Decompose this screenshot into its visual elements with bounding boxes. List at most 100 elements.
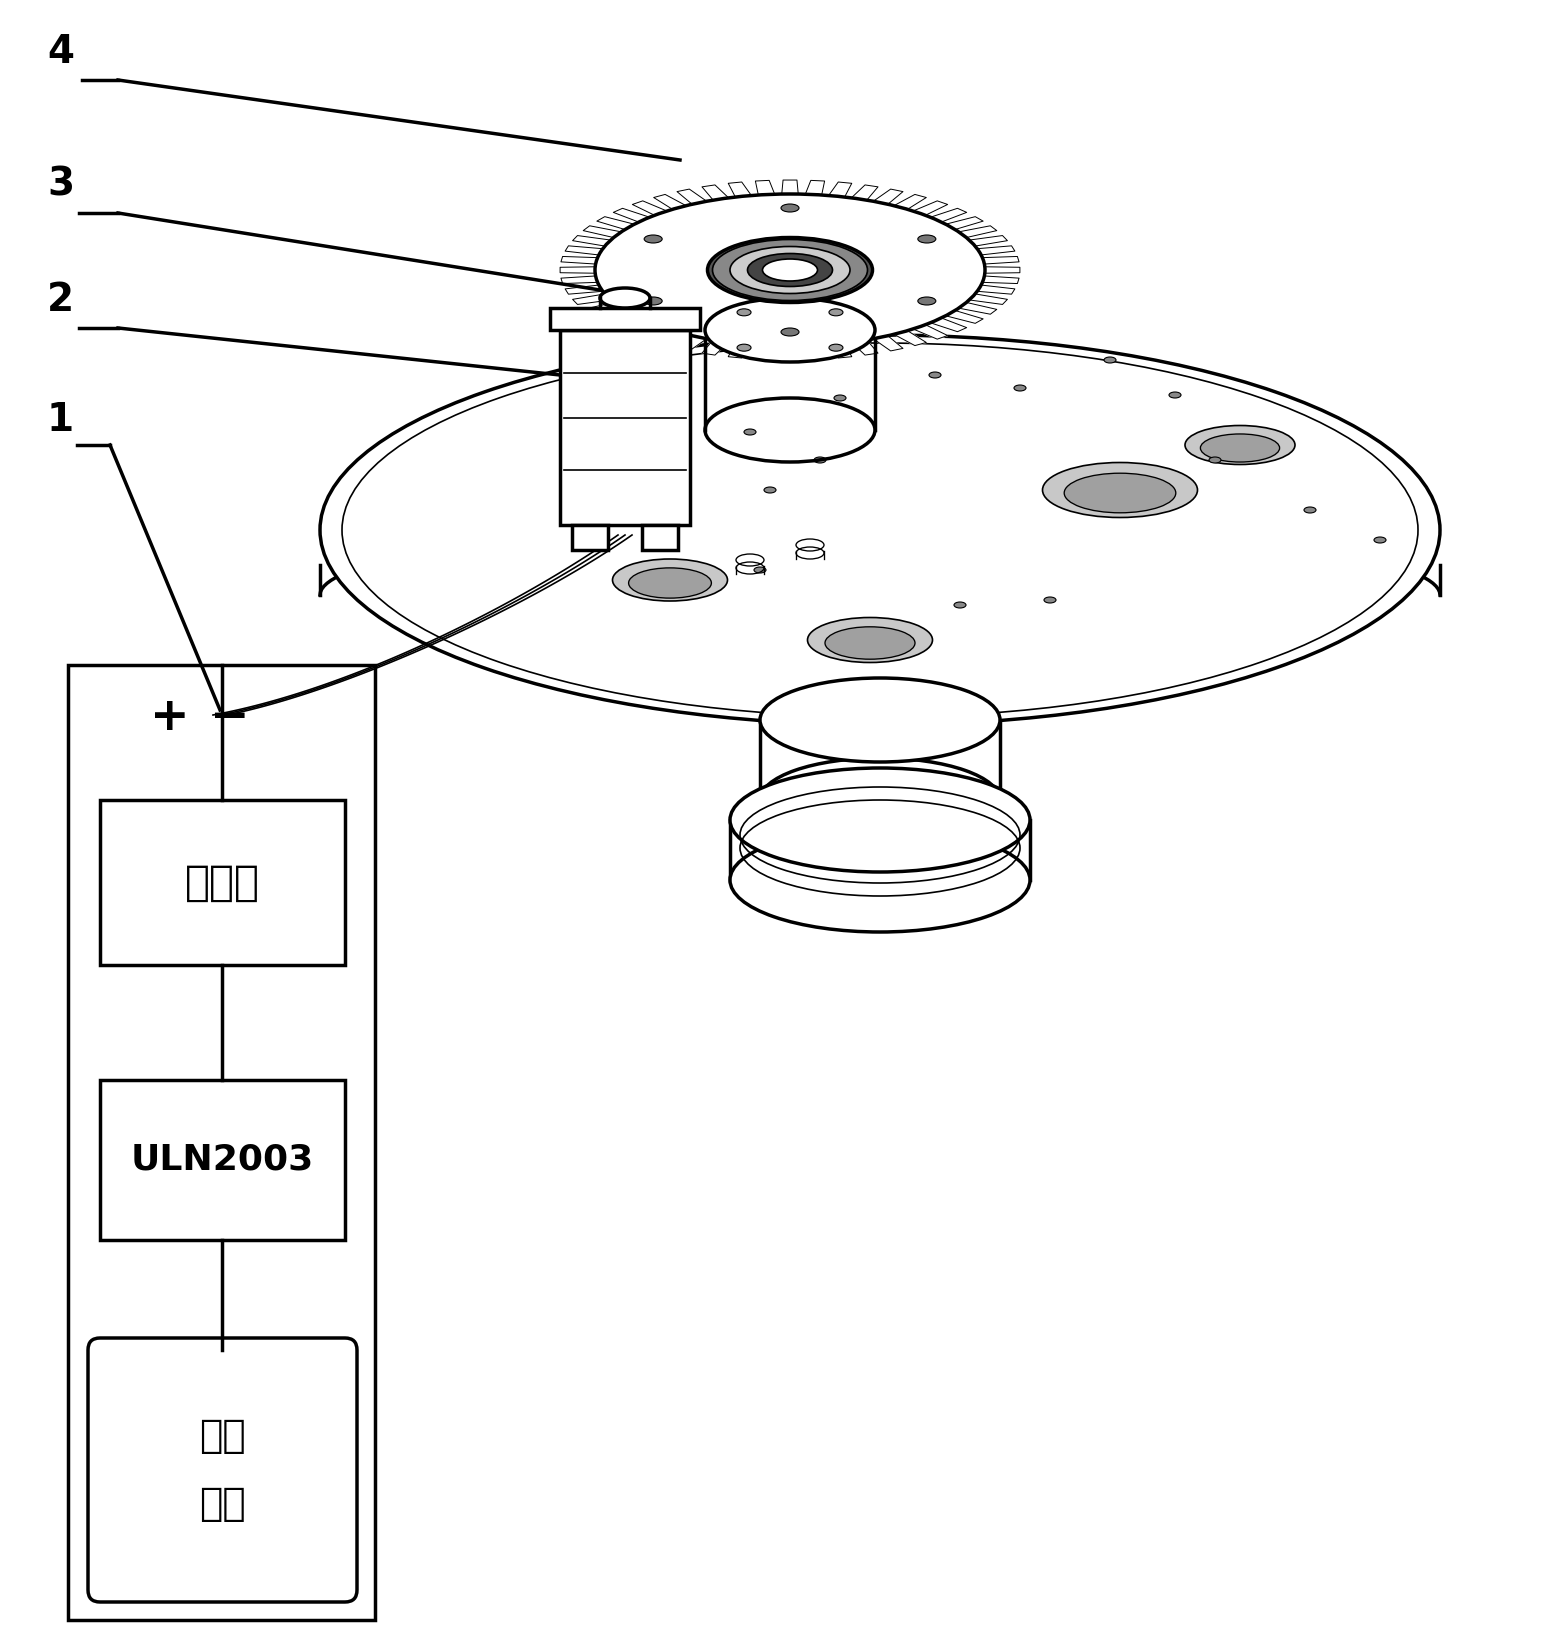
Ellipse shape	[1105, 356, 1116, 363]
Polygon shape	[781, 180, 798, 195]
Text: 继电器: 继电器	[185, 861, 260, 904]
Ellipse shape	[747, 254, 832, 287]
FancyBboxPatch shape	[643, 525, 678, 549]
Polygon shape	[873, 335, 902, 351]
Polygon shape	[584, 302, 621, 314]
Polygon shape	[930, 208, 966, 223]
FancyBboxPatch shape	[560, 330, 689, 525]
Ellipse shape	[929, 371, 941, 378]
Ellipse shape	[808, 617, 932, 663]
Polygon shape	[851, 185, 878, 200]
Polygon shape	[677, 190, 706, 205]
Ellipse shape	[1304, 507, 1316, 513]
Ellipse shape	[738, 345, 752, 351]
Ellipse shape	[1064, 474, 1176, 513]
Polygon shape	[781, 346, 798, 360]
Polygon shape	[913, 325, 948, 340]
Text: +: +	[151, 696, 190, 741]
Polygon shape	[893, 195, 926, 210]
Ellipse shape	[781, 205, 798, 211]
Polygon shape	[958, 302, 997, 314]
Polygon shape	[598, 216, 635, 229]
Ellipse shape	[825, 627, 915, 660]
Polygon shape	[562, 276, 598, 284]
Polygon shape	[806, 180, 825, 195]
Ellipse shape	[918, 297, 935, 305]
Ellipse shape	[1209, 457, 1221, 464]
Ellipse shape	[759, 678, 1001, 762]
Ellipse shape	[755, 568, 766, 573]
Ellipse shape	[644, 234, 663, 243]
Polygon shape	[873, 190, 902, 205]
Ellipse shape	[321, 335, 1439, 724]
Polygon shape	[702, 185, 728, 200]
Ellipse shape	[713, 239, 868, 300]
Ellipse shape	[613, 559, 728, 601]
Polygon shape	[982, 256, 1019, 264]
Ellipse shape	[834, 394, 846, 401]
Text: −: −	[210, 696, 251, 741]
Polygon shape	[654, 195, 686, 210]
Polygon shape	[565, 246, 602, 256]
Ellipse shape	[601, 289, 650, 309]
Ellipse shape	[708, 238, 873, 302]
Polygon shape	[573, 294, 612, 305]
Ellipse shape	[738, 309, 752, 315]
Polygon shape	[851, 340, 878, 355]
Ellipse shape	[1200, 434, 1279, 462]
FancyBboxPatch shape	[549, 309, 700, 330]
Ellipse shape	[1186, 426, 1295, 465]
Polygon shape	[565, 285, 602, 294]
Polygon shape	[969, 236, 1007, 246]
Polygon shape	[977, 246, 1015, 256]
Ellipse shape	[736, 554, 764, 566]
Ellipse shape	[1169, 393, 1181, 398]
Polygon shape	[893, 330, 926, 345]
Ellipse shape	[594, 195, 985, 346]
Ellipse shape	[762, 259, 817, 281]
Ellipse shape	[730, 246, 850, 294]
Ellipse shape	[644, 297, 663, 305]
Polygon shape	[584, 226, 621, 238]
Ellipse shape	[829, 309, 843, 315]
Polygon shape	[946, 216, 983, 229]
Polygon shape	[946, 310, 983, 323]
Polygon shape	[728, 343, 752, 358]
Text: 4: 4	[47, 33, 75, 71]
Polygon shape	[806, 345, 825, 360]
Ellipse shape	[730, 828, 1030, 932]
Polygon shape	[613, 318, 650, 332]
Ellipse shape	[781, 328, 798, 337]
Ellipse shape	[1044, 597, 1057, 602]
Polygon shape	[982, 276, 1019, 284]
Ellipse shape	[918, 234, 935, 243]
Polygon shape	[613, 208, 650, 223]
Polygon shape	[829, 182, 851, 196]
Polygon shape	[755, 180, 775, 195]
Polygon shape	[702, 340, 728, 355]
Polygon shape	[562, 256, 598, 264]
Ellipse shape	[954, 602, 966, 607]
Polygon shape	[632, 325, 668, 340]
Ellipse shape	[744, 429, 756, 436]
Polygon shape	[677, 335, 706, 351]
Polygon shape	[755, 345, 775, 360]
Ellipse shape	[1043, 462, 1198, 518]
Polygon shape	[969, 294, 1007, 305]
Ellipse shape	[705, 299, 874, 361]
Ellipse shape	[759, 757, 1001, 842]
Polygon shape	[829, 343, 851, 358]
Ellipse shape	[629, 568, 711, 597]
Text: 微控
制器: 微控 制器	[199, 1417, 246, 1523]
Ellipse shape	[829, 345, 843, 351]
Ellipse shape	[764, 487, 776, 493]
Polygon shape	[632, 201, 668, 214]
Ellipse shape	[797, 540, 825, 551]
Polygon shape	[598, 310, 635, 323]
Text: 2: 2	[47, 280, 75, 318]
FancyBboxPatch shape	[573, 525, 608, 549]
Ellipse shape	[1374, 536, 1386, 543]
Text: ULN2003: ULN2003	[131, 1143, 314, 1176]
Ellipse shape	[814, 457, 826, 464]
Polygon shape	[977, 285, 1015, 294]
